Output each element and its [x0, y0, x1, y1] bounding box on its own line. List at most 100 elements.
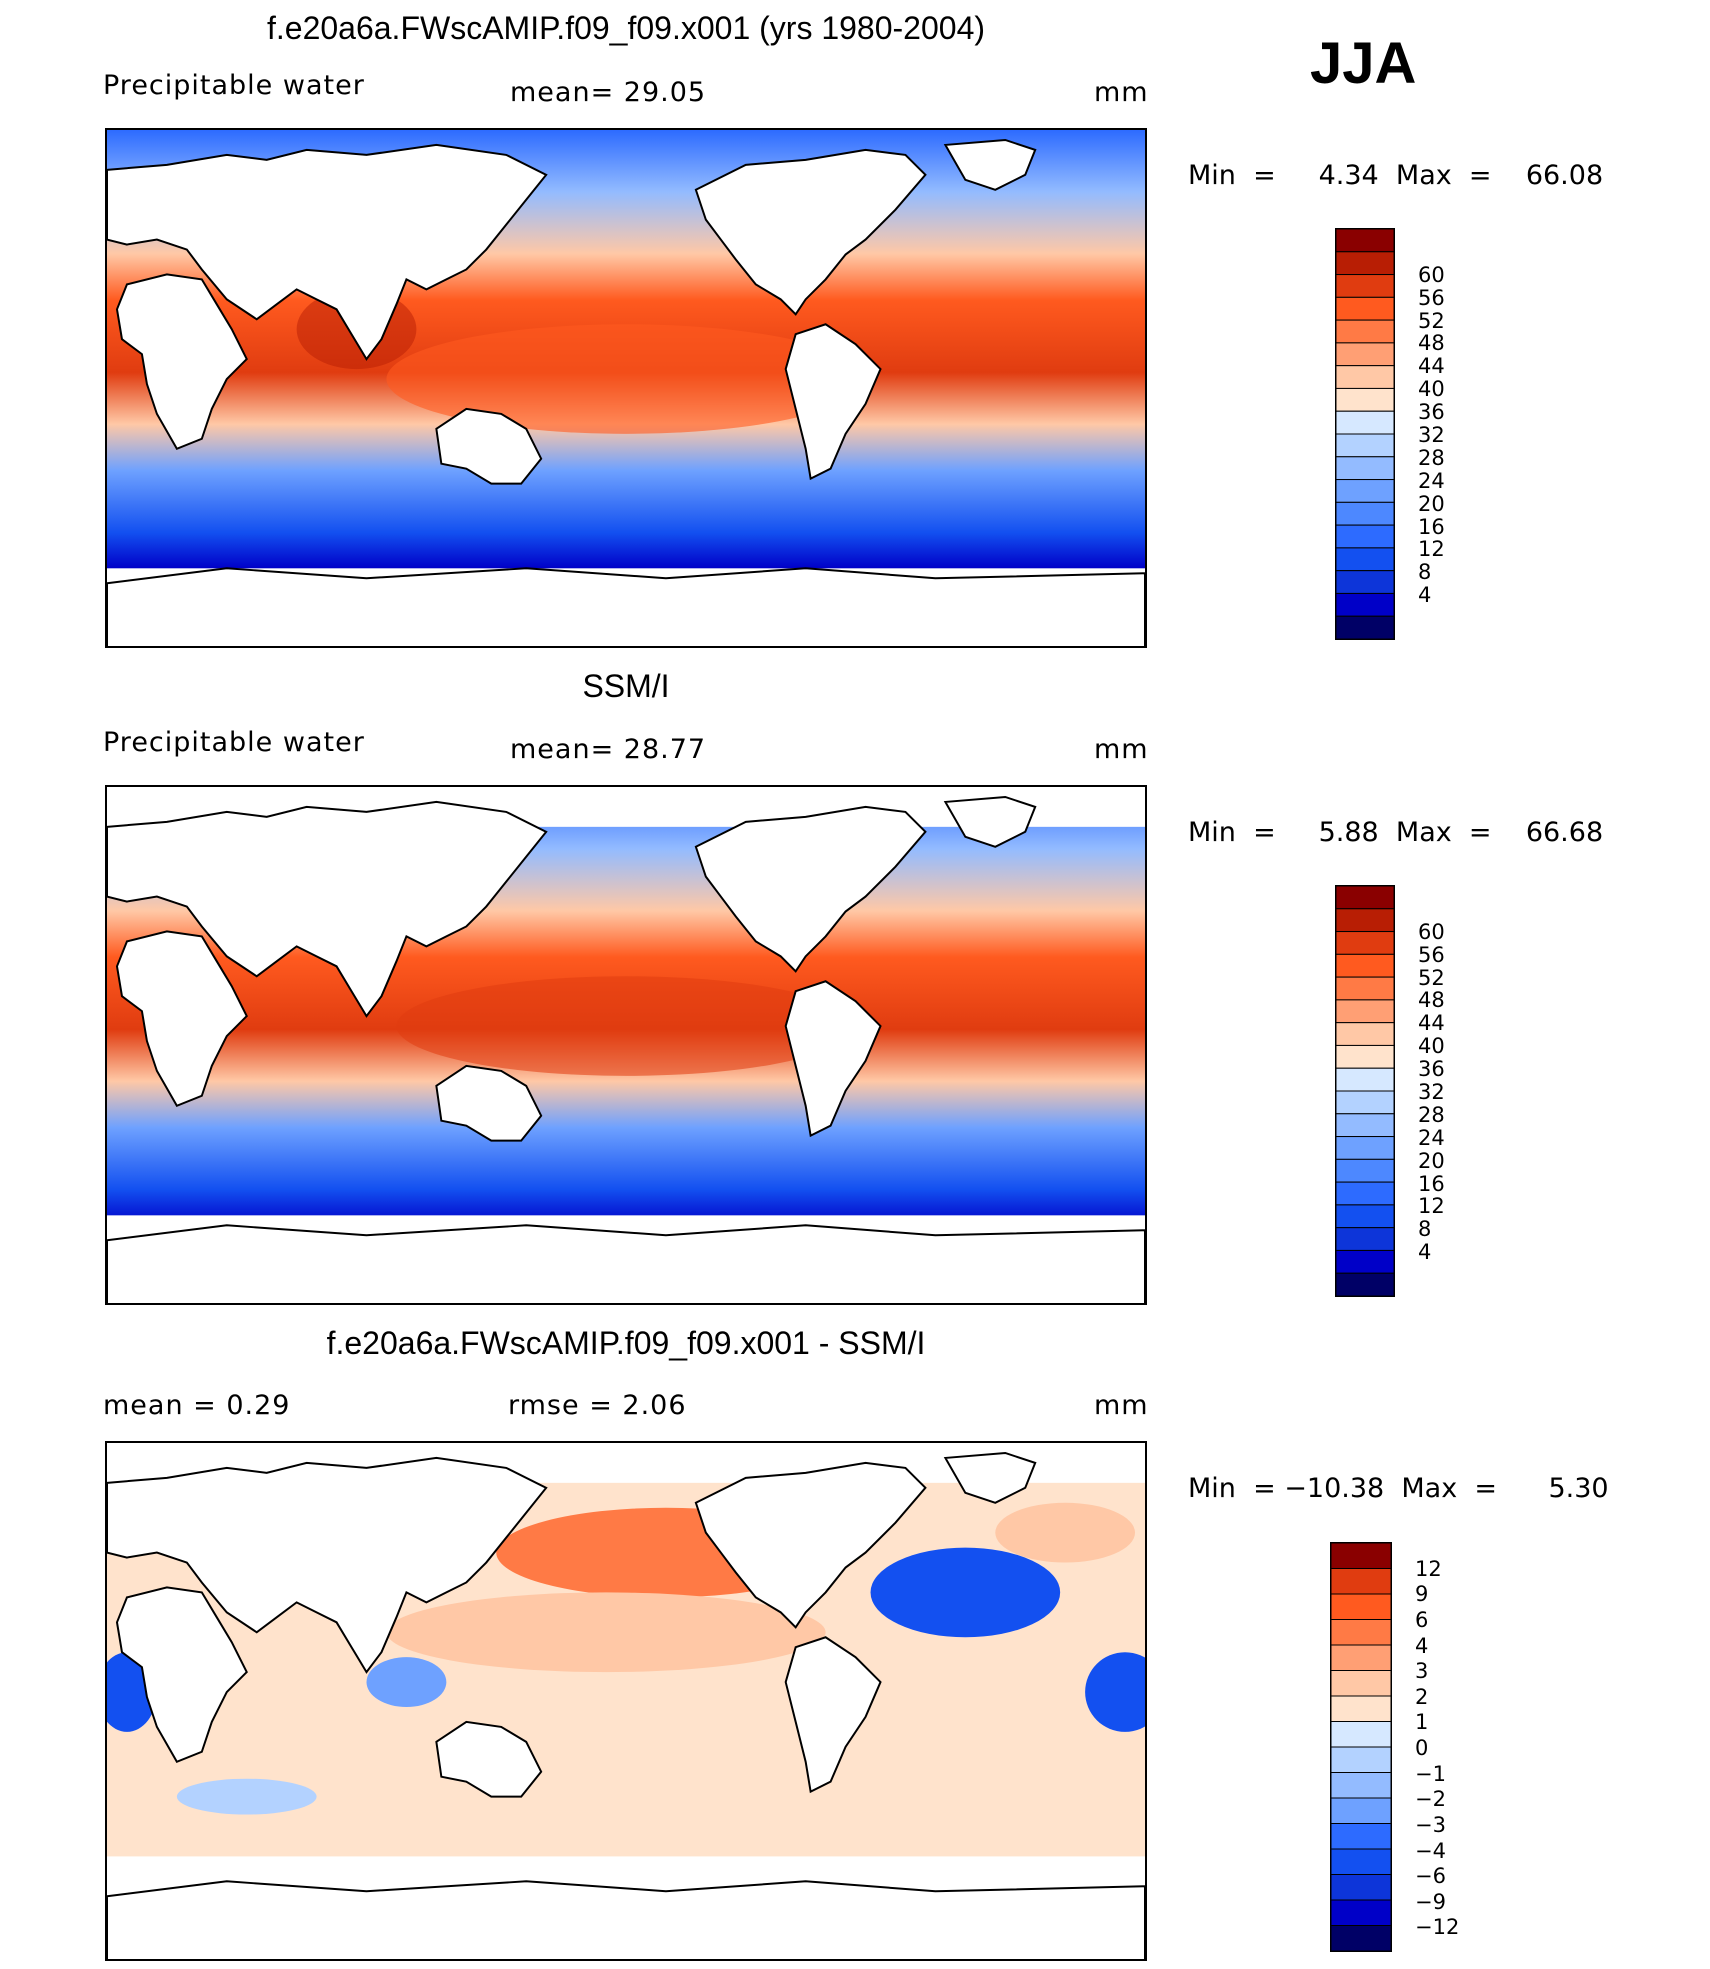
colorbar-tick-label: 9	[1415, 1582, 1429, 1607]
colorbar-tick-label: 48	[1418, 988, 1445, 1013]
panel-3-map	[105, 1441, 1147, 1961]
panel-2-warm-pool	[396, 976, 856, 1076]
colorbar-swatch	[1336, 1067, 1394, 1092]
colorbar-swatch	[1331, 1772, 1391, 1799]
colorbar-tick-label: −12	[1415, 1915, 1460, 1940]
panel-2-title: SSM/I	[582, 668, 670, 704]
colorbar-tick-label: 36	[1418, 1057, 1445, 1082]
colorbar-swatch	[1336, 1204, 1394, 1229]
colorbar-tick-label: −1	[1415, 1761, 1446, 1786]
colorbar-tick-label: 2	[1415, 1684, 1429, 1709]
panel-2-map	[105, 785, 1147, 1305]
panel-3-mean-label: mean = 0.29	[103, 1390, 291, 1421]
colorbar-tick-label: 6	[1415, 1607, 1429, 1632]
panel-2-units: mm	[1094, 734, 1149, 765]
panel-3-tropical-positive	[386, 1592, 826, 1673]
colorbar-swatch	[1336, 501, 1394, 526]
colorbar-tick-label: 52	[1418, 308, 1445, 333]
panel-2-minmax: Min = 5.88 Max = 66.68	[1188, 817, 1604, 848]
panel-3-units: mm	[1094, 1390, 1149, 1421]
panel-3-natl-positive	[995, 1502, 1136, 1563]
colorbar-tick-label: 20	[1418, 491, 1445, 516]
colorbar-tick-label: −6	[1415, 1864, 1446, 1889]
colorbar-swatch	[1336, 570, 1394, 594]
colorbar-swatch	[1331, 1797, 1391, 1824]
colorbar-tick-label: 48	[1418, 331, 1445, 356]
panel-1-map	[105, 128, 1147, 648]
colorbar-tick-label: 3	[1415, 1659, 1429, 1684]
colorbar-tick-label: 12	[1418, 1194, 1445, 1219]
colorbar-swatch	[1336, 251, 1394, 276]
colorbar-swatch	[1336, 410, 1394, 435]
colorbar-swatch	[1336, 1249, 1394, 1274]
colorbar-tick-label: 24	[1418, 1125, 1445, 1150]
colorbar-swatch	[1336, 456, 1394, 481]
colorbar-swatch	[1336, 433, 1394, 458]
panel-2-mean-label: mean= 28.77	[510, 734, 707, 765]
colorbar-tick-label: 40	[1418, 1034, 1445, 1059]
colorbar-tick-label: 32	[1418, 423, 1445, 447]
colorbar-tick-label: 56	[1418, 285, 1445, 310]
colorbar-tick-label: 4	[1415, 1633, 1429, 1658]
panel-2-colorbar	[1335, 885, 1395, 1297]
colorbar-swatch	[1331, 1899, 1391, 1926]
colorbar-tick-label: 28	[1418, 445, 1445, 470]
colorbar-swatch	[1336, 1158, 1394, 1183]
colorbar-tick-label: 16	[1418, 514, 1445, 539]
colorbar-swatch	[1331, 1925, 1391, 1951]
colorbar-swatch	[1336, 365, 1394, 389]
panel-3-title: f.e20a6a.FWscAMIP.f09_f09.x001 - SSM/I	[326, 1325, 926, 1361]
colorbar-swatch	[1336, 1022, 1394, 1046]
colorbar-swatch	[1331, 1746, 1391, 1773]
colorbar-swatch	[1336, 547, 1394, 572]
colorbar-tick-label: 24	[1418, 468, 1445, 493]
colorbar-tick-label: 60	[1418, 919, 1445, 944]
colorbar-swatch	[1331, 1644, 1391, 1671]
colorbar-tick-label: 44	[1418, 1011, 1445, 1036]
colorbar-swatch	[1336, 931, 1394, 955]
colorbar-tick-label: 0	[1415, 1736, 1429, 1760]
colorbar-swatch	[1336, 1044, 1394, 1069]
panel-1-title: f.e20a6a.FWscAMIP.f09_f09.x001 (yrs 1980…	[266, 10, 986, 46]
colorbar-swatch	[1331, 1721, 1391, 1748]
colorbar-swatch	[1336, 296, 1394, 321]
panel-3-rmse-label: rmse = 2.06	[508, 1390, 687, 1421]
colorbar-tick-label: 28	[1418, 1102, 1445, 1127]
colorbar-swatch	[1336, 976, 1394, 1001]
panel-1-warm-pool	[386, 324, 866, 434]
colorbar-tick-label: 8	[1418, 560, 1432, 585]
colorbar-swatch	[1336, 1136, 1394, 1160]
colorbar-swatch	[1336, 524, 1394, 549]
colorbar-tick-label: 60	[1418, 262, 1445, 287]
colorbar-swatch	[1331, 1619, 1391, 1646]
colorbar-tick-label: 20	[1418, 1148, 1445, 1173]
colorbar-swatch	[1336, 999, 1394, 1024]
panel-1-field-label: Precipitable water	[103, 70, 365, 101]
colorbar-tick-label: 16	[1418, 1171, 1445, 1196]
season-label: JJA	[1310, 31, 1417, 96]
panel-3-colorbar	[1330, 1542, 1392, 1952]
colorbar-tick-label: 44	[1418, 354, 1445, 379]
colorbar-swatch	[1336, 274, 1394, 298]
colorbar-tick-label: 52	[1418, 965, 1445, 990]
colorbar-swatch	[1336, 953, 1394, 978]
colorbar-tick-label: −3	[1415, 1812, 1446, 1837]
colorbar-tick-label: 40	[1418, 377, 1445, 402]
colorbar-swatch	[1336, 592, 1394, 617]
colorbar-tick-label: 4	[1418, 583, 1432, 608]
panel-3-south-negative	[176, 1778, 317, 1815]
colorbar-swatch	[1336, 908, 1394, 933]
colorbar-swatch	[1336, 387, 1394, 412]
colorbar-swatch	[1331, 1543, 1391, 1569]
panel-3-minmax: Min = −10.38 Max = 5.30	[1188, 1473, 1609, 1504]
colorbar-swatch	[1331, 1695, 1391, 1722]
panel-3-indian-negative	[366, 1657, 447, 1707]
colorbar-swatch	[1336, 229, 1394, 253]
colorbar-swatch	[1336, 1090, 1394, 1115]
colorbar-tick-label: −4	[1415, 1838, 1446, 1863]
colorbar-tick-label: 1	[1415, 1710, 1429, 1735]
colorbar-tick-label: 12	[1418, 537, 1445, 562]
colorbar-tick-label: 12	[1415, 1556, 1442, 1581]
colorbar-swatch	[1336, 319, 1394, 344]
panel-3-natl-negative	[870, 1547, 1061, 1638]
